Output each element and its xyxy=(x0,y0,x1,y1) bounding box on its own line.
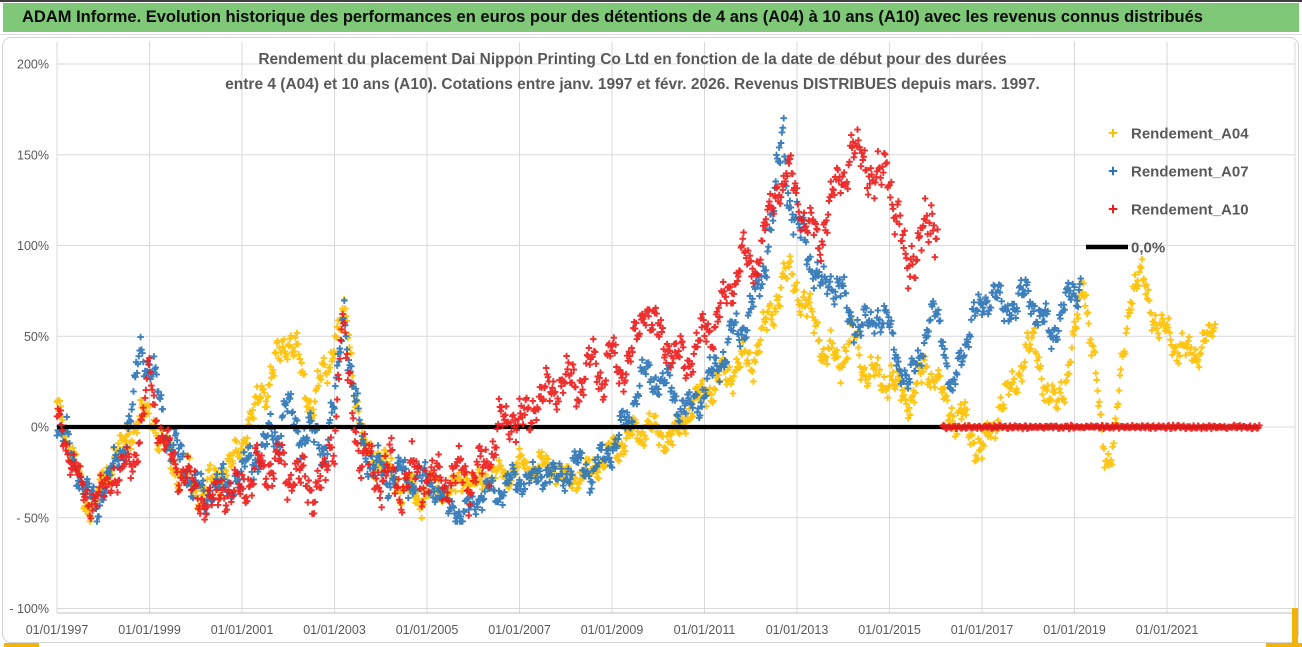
legend-plus-marker-icon xyxy=(1108,128,1118,138)
legend[interactable]: Rendement_A04 Rendement_A07 Rendement_A10 0… xyxy=(1086,126,1249,257)
y-axis-label[interactable]: 150% xyxy=(17,148,49,162)
chart-object-border xyxy=(2,37,1299,643)
x-axis-label[interactable]: 01/01/2009 xyxy=(581,623,644,637)
y-axis-label[interactable]: - 50% xyxy=(16,511,49,525)
legend-label: Rendement_A04 xyxy=(1131,126,1249,143)
selection-accent-bottom-left xyxy=(4,643,39,647)
header-banner: ADAM Informe. Evolution historique des p… xyxy=(3,3,1299,32)
chart-title-line1: Rendement du placement Dai Nippon Printi… xyxy=(258,51,1007,68)
y-axis-label[interactable]: 100% xyxy=(17,239,49,253)
x-gridlines xyxy=(56,42,1168,613)
y-axis-label[interactable]: 0% xyxy=(31,421,49,435)
legend-item-rendement_a04[interactable]: Rendement_A04 xyxy=(1108,126,1249,143)
series-rendement_a10[interactable] xyxy=(53,126,1263,523)
selection-accent-right-edge xyxy=(1292,608,1298,647)
x-axis-label[interactable]: 01/01/2005 xyxy=(396,623,459,637)
legend-plus-marker-icon xyxy=(1108,166,1118,176)
chart-title[interactable]: Rendement du placement Dai Nippon Printi… xyxy=(225,47,1040,97)
x-axis-label[interactable]: 01/01/2007 xyxy=(488,623,551,637)
legend-item-0,0%[interactable]: 0,0% xyxy=(1086,240,1165,257)
selection-accent-bottom-right xyxy=(1266,643,1302,647)
y-gridlines xyxy=(57,63,1295,609)
x-axis-label[interactable]: 01/01/2015 xyxy=(858,623,921,637)
y-axis-labels[interactable]: 200% 150% 100% 50% 0% - 50% - 100% xyxy=(9,58,49,617)
banner-title: ADAM Informe. Evolution historique des p… xyxy=(22,8,1203,26)
legend-label: 0,0% xyxy=(1131,240,1165,257)
series-rendement_a07[interactable] xyxy=(53,114,1084,525)
legend-item-rendement_a07[interactable]: Rendement_A07 xyxy=(1108,164,1249,181)
x-axis-label[interactable]: 01/01/2021 xyxy=(1136,623,1199,637)
x-axis-label[interactable]: 01/01/2017 xyxy=(951,623,1014,637)
banner-underline xyxy=(0,34,1302,35)
x-axis-label[interactable]: 01/01/2013 xyxy=(766,623,829,637)
legend-plus-marker-icon xyxy=(1108,204,1118,214)
y-axis-label[interactable]: - 100% xyxy=(9,602,49,616)
x-axis-label[interactable]: 01/01/1999 xyxy=(118,623,181,637)
legend-label: Rendement_A10 xyxy=(1131,202,1249,219)
x-axis-label[interactable]: 01/01/2001 xyxy=(211,623,274,637)
legend-label: Rendement_A07 xyxy=(1131,164,1249,181)
x-axis-label[interactable]: 01/01/2003 xyxy=(303,623,366,637)
y-axis-label[interactable]: 200% xyxy=(17,58,49,72)
x-axis-label[interactable]: 01/01/2011 xyxy=(674,623,736,637)
legend-item-rendement_a10[interactable]: Rendement_A10 xyxy=(1108,202,1249,219)
chart-title-line2: entre 4 (A04) et 10 ans (A10). Cotations… xyxy=(225,76,1040,93)
x-axis-label[interactable]: 01/01/1997 xyxy=(26,623,89,637)
x-axis-label[interactable]: 01/01/2019 xyxy=(1043,623,1106,637)
y-axis-label[interactable]: 50% xyxy=(24,330,49,344)
x-axis-labels[interactable]: 01/01/1997 01/01/1999 01/01/2001 01/01/2003… xyxy=(26,623,1199,637)
